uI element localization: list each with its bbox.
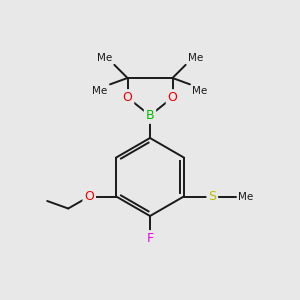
Text: S: S xyxy=(208,190,216,203)
Text: Me: Me xyxy=(188,53,203,63)
Text: F: F xyxy=(146,232,154,245)
Text: O: O xyxy=(123,91,132,104)
Text: O: O xyxy=(168,91,177,104)
Text: Me: Me xyxy=(238,191,253,202)
Text: O: O xyxy=(84,190,94,203)
Text: Me: Me xyxy=(92,86,108,96)
Text: Me: Me xyxy=(97,53,112,63)
Text: Me: Me xyxy=(192,86,208,96)
Text: B: B xyxy=(146,109,154,122)
